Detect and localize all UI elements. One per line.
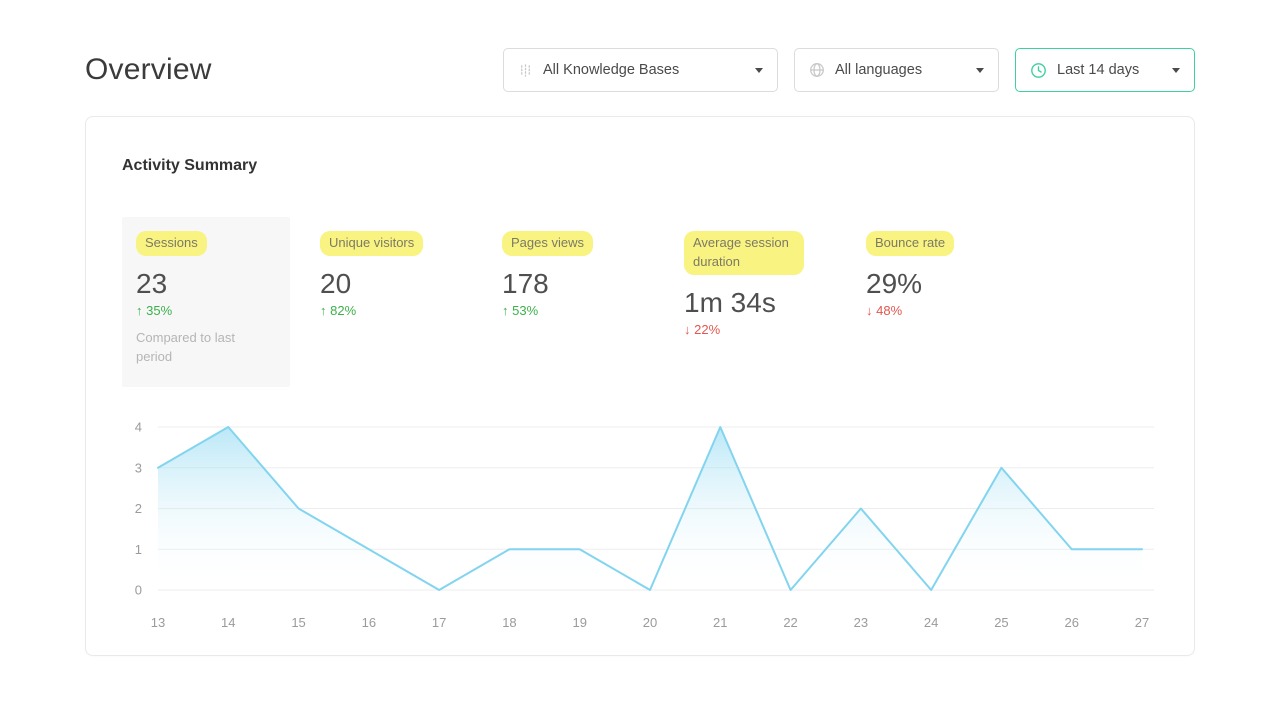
metric-label: Sessions (136, 231, 207, 256)
svg-text:16: 16 (362, 615, 376, 630)
svg-text:25: 25 (994, 615, 1008, 630)
metric-change: ↑ 82% (320, 302, 357, 318)
svg-text:3: 3 (135, 460, 142, 475)
date-range-dropdown[interactable]: Last 14 days (1015, 48, 1195, 92)
clock-icon (1030, 62, 1047, 79)
metric-pages-views: Pages views 178 ↑ 53% (502, 217, 684, 318)
sessions-area-chart: 0 1 2 3 4 13 14 15 16 17 18 19 20 21 22 23 24 25 26 27 (122, 415, 1158, 635)
metric-value: 20 (320, 267, 352, 299)
svg-text:19: 19 (572, 615, 586, 630)
metric-label: Pages views (502, 231, 593, 256)
svg-text:14: 14 (221, 615, 235, 630)
svg-text:4: 4 (135, 419, 142, 434)
activity-summary-card: Activity Summary Sessions 23 ↑ 35% Compa… (85, 116, 1195, 656)
svg-text:1: 1 (135, 542, 142, 557)
metric-value: 29% (866, 267, 923, 299)
svg-text:2: 2 (135, 501, 142, 516)
page-header: Overview All Knowledge Bases (85, 48, 1195, 92)
metric-change: ↓ 22% (684, 321, 721, 337)
metric-change: ↑ 35% (136, 302, 173, 318)
metric-value: 23 (136, 267, 168, 299)
card-title: Activity Summary (122, 157, 258, 174)
knowledge-base-icon (518, 63, 533, 78)
chevron-down-icon (755, 67, 763, 73)
chevron-down-icon (976, 67, 984, 73)
metric-bounce-rate: Bounce rate 29% ↓ 48% (866, 217, 1048, 318)
metrics-row: Sessions 23 ↑ 35% Compared to last perio… (122, 217, 1158, 387)
svg-text:0: 0 (135, 582, 142, 597)
metric-unique-visitors: Unique visitors 20 ↑ 82% (320, 217, 502, 318)
metric-average-session-duration: Average session duration 1m 34s ↓ 22% (684, 217, 866, 337)
svg-text:15: 15 (291, 615, 305, 630)
svg-text:20: 20 (643, 615, 657, 630)
metric-value: 178 (502, 267, 549, 299)
metric-change: ↑ 53% (502, 302, 539, 318)
svg-text:21: 21 (713, 615, 727, 630)
svg-text:27: 27 (1135, 615, 1149, 630)
svg-text:13: 13 (151, 615, 165, 630)
knowledge-bases-dropdown-label: All Knowledge Bases (543, 62, 680, 78)
globe-icon (809, 62, 825, 78)
metric-label: Average session duration (684, 231, 804, 275)
metric-label: Bounce rate (866, 231, 955, 256)
page-title: Overview (85, 53, 212, 86)
chevron-down-icon (1172, 67, 1180, 73)
filter-bar: All Knowledge Bases All languages (503, 48, 1195, 92)
metric-sessions: Sessions 23 ↑ 35% Compared to last perio… (122, 217, 290, 387)
svg-text:22: 22 (783, 615, 797, 630)
svg-text:18: 18 (502, 615, 516, 630)
metric-label: Unique visitors (320, 231, 424, 256)
languages-dropdown-label: All languages (835, 62, 923, 78)
languages-dropdown[interactable]: All languages (794, 48, 999, 92)
svg-text:23: 23 (854, 615, 868, 630)
date-range-dropdown-label: Last 14 days (1057, 62, 1140, 78)
svg-text:17: 17 (432, 615, 446, 630)
svg-text:26: 26 (1064, 615, 1078, 630)
svg-text:24: 24 (924, 615, 938, 630)
metric-value: 1m 34s (684, 286, 776, 318)
overview-page: Overview All Knowledge Bases (85, 48, 1195, 656)
knowledge-bases-dropdown[interactable]: All Knowledge Bases (503, 48, 778, 92)
metric-note: Compared to last period (136, 329, 235, 365)
metric-change: ↓ 48% (866, 302, 903, 318)
